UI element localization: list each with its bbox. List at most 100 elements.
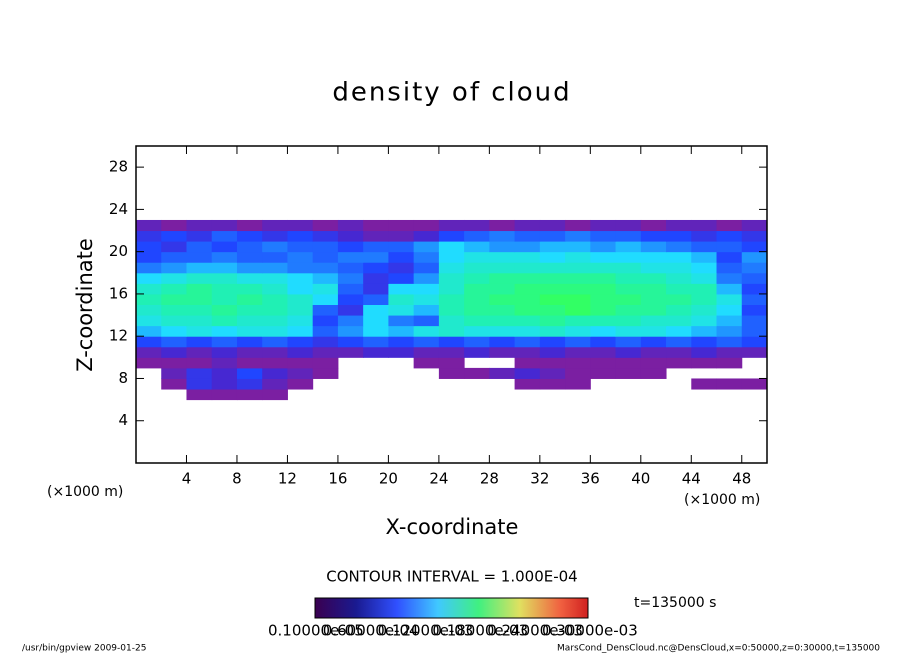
heat-cell bbox=[413, 219, 440, 232]
heat-cell bbox=[186, 283, 213, 295]
heat-cell bbox=[262, 389, 288, 401]
heat-cell bbox=[489, 230, 516, 242]
colorbar-label: 0.30000e-03 bbox=[542, 622, 638, 640]
heat-cell bbox=[161, 378, 187, 390]
heat-cell bbox=[161, 251, 187, 263]
footer-left: /usr/bin/gpview 2009-01-25 bbox=[22, 644, 146, 654]
heat-cell bbox=[186, 378, 213, 390]
heat-cell bbox=[186, 357, 213, 369]
heat-cell bbox=[615, 325, 642, 337]
heat-cell bbox=[691, 336, 718, 348]
heat-cell bbox=[539, 283, 566, 295]
heat-cell bbox=[741, 304, 768, 316]
heat-cell bbox=[211, 346, 238, 358]
heat-cell bbox=[262, 378, 288, 390]
heat-cell bbox=[262, 315, 288, 327]
heat-cell bbox=[565, 378, 591, 390]
heat-cell bbox=[640, 304, 667, 316]
heat-cell bbox=[539, 241, 566, 253]
heat-cell bbox=[640, 315, 667, 327]
heat-cell bbox=[539, 219, 566, 232]
heat-cell bbox=[136, 357, 162, 369]
heat-cell bbox=[489, 251, 516, 263]
heat-cell bbox=[666, 283, 692, 295]
heat-cell bbox=[236, 357, 263, 369]
x-unit-label: (×1000 m) bbox=[47, 484, 123, 500]
heat-cell bbox=[136, 230, 162, 242]
heat-cell bbox=[741, 251, 768, 263]
heat-cell bbox=[590, 357, 617, 369]
heat-cell bbox=[489, 304, 516, 316]
heat-cell bbox=[186, 304, 213, 316]
heat-cell bbox=[666, 325, 692, 337]
heat-cell bbox=[464, 219, 490, 232]
heat-cell bbox=[464, 367, 490, 379]
heat-cell bbox=[640, 357, 667, 369]
heat-cell bbox=[236, 230, 263, 242]
heat-cell bbox=[312, 357, 339, 369]
heat-cell bbox=[691, 315, 718, 327]
heat-cell bbox=[716, 251, 743, 263]
heat-cell bbox=[337, 283, 364, 295]
heat-cell bbox=[741, 219, 768, 232]
heat-cell bbox=[590, 315, 617, 327]
heat-cell bbox=[464, 304, 490, 316]
heat-cell bbox=[640, 325, 667, 337]
heat-cell bbox=[186, 389, 213, 401]
heat-cell bbox=[741, 283, 768, 295]
heat-cell bbox=[716, 241, 743, 253]
heat-cell bbox=[312, 241, 339, 253]
heat-cell bbox=[161, 357, 187, 369]
heat-cell bbox=[413, 357, 440, 369]
heat-cell bbox=[413, 283, 440, 295]
heat-cell bbox=[413, 241, 440, 253]
heat-cell bbox=[413, 230, 440, 242]
heat-cell bbox=[388, 315, 415, 327]
heat-cell bbox=[716, 357, 743, 369]
heat-cell bbox=[438, 336, 465, 348]
heat-cell bbox=[262, 293, 288, 305]
heat-cell bbox=[590, 272, 617, 284]
heat-cell bbox=[337, 251, 364, 263]
y-tick-label: 8 bbox=[118, 369, 128, 387]
y-tick-label: 28 bbox=[109, 158, 128, 176]
time-label: t=135000 s bbox=[634, 595, 716, 611]
heat-cell bbox=[464, 346, 490, 358]
heat-cell bbox=[438, 293, 465, 305]
y-tick-label: 24 bbox=[109, 200, 128, 218]
heat-cell bbox=[287, 251, 314, 263]
heat-cell bbox=[186, 325, 213, 337]
heat-cell bbox=[186, 262, 213, 274]
heat-cell bbox=[666, 219, 692, 232]
heat-cell bbox=[211, 283, 238, 295]
heat-cell bbox=[388, 241, 415, 253]
heat-cell bbox=[388, 262, 415, 274]
heat-cell bbox=[590, 230, 617, 242]
heat-cell bbox=[539, 325, 566, 337]
heat-cell bbox=[565, 315, 591, 327]
heat-cell bbox=[413, 304, 440, 316]
heat-cell bbox=[741, 293, 768, 305]
heat-cell bbox=[438, 346, 465, 358]
colorbar-label: 0.12000e-03 bbox=[378, 622, 474, 640]
heat-cell bbox=[236, 293, 263, 305]
heat-cell bbox=[236, 283, 263, 295]
heat-cell bbox=[539, 315, 566, 327]
heat-cell bbox=[489, 262, 516, 274]
heat-cell bbox=[312, 293, 339, 305]
heat-cell bbox=[136, 315, 162, 327]
heat-cell bbox=[413, 336, 440, 348]
heat-cell bbox=[691, 230, 718, 242]
heat-cell bbox=[615, 346, 642, 358]
heat-cell bbox=[615, 283, 642, 295]
heat-cell bbox=[388, 346, 415, 358]
heat-cell bbox=[388, 251, 415, 263]
heat-cell bbox=[590, 304, 617, 316]
heat-cell bbox=[312, 336, 339, 348]
heat-cell bbox=[565, 346, 591, 358]
heat-cell bbox=[464, 241, 490, 253]
heat-cell bbox=[161, 219, 187, 232]
heat-cell bbox=[136, 241, 162, 253]
heat-cell bbox=[236, 219, 263, 232]
